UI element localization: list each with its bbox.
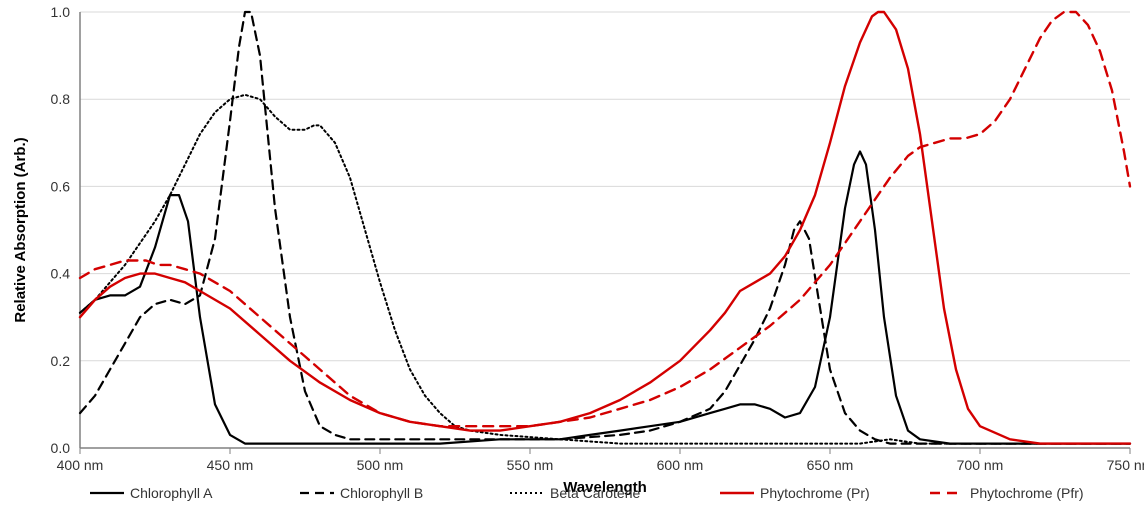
x-tick-label: 450 nm bbox=[207, 457, 254, 473]
x-tick-label: 600 nm bbox=[657, 457, 704, 473]
legend-label: Beta Carotene bbox=[550, 485, 640, 501]
legend-label: Phytochrome (Pr) bbox=[760, 485, 870, 501]
x-tick-label: 750 nm bbox=[1107, 457, 1144, 473]
x-tick-label: 550 nm bbox=[507, 457, 554, 473]
x-tick-label: 650 nm bbox=[807, 457, 854, 473]
legend-label: Chlorophyll B bbox=[340, 485, 423, 501]
x-tick-label: 700 nm bbox=[957, 457, 1004, 473]
chart-bg bbox=[0, 0, 1144, 511]
legend-label: Chlorophyll A bbox=[130, 485, 213, 501]
y-axis-label: Relative Absorption (Arb.) bbox=[12, 137, 29, 322]
absorption-spectra-chart: 0.0 0.2 0.4 0.6 0.8 1.0 400 nm 450 nm 500 nm 550 … bbox=[0, 0, 1144, 511]
y-tick-label: 0.6 bbox=[51, 178, 71, 194]
chart-svg: 0.0 0.2 0.4 0.6 0.8 1.0 400 nm 450 nm 500 nm 550 … bbox=[0, 0, 1144, 511]
y-tick-label: 1.0 bbox=[51, 4, 71, 20]
y-tick-label: 0.4 bbox=[51, 266, 71, 282]
y-tick-label: 0.2 bbox=[51, 353, 71, 369]
x-tick-label: 400 nm bbox=[57, 457, 104, 473]
y-tick-label: 0.0 bbox=[51, 440, 71, 456]
y-tick-label: 0.8 bbox=[51, 91, 71, 107]
x-tick-label: 500 nm bbox=[357, 457, 404, 473]
legend-label: Phytochrome (Pfr) bbox=[970, 485, 1084, 501]
